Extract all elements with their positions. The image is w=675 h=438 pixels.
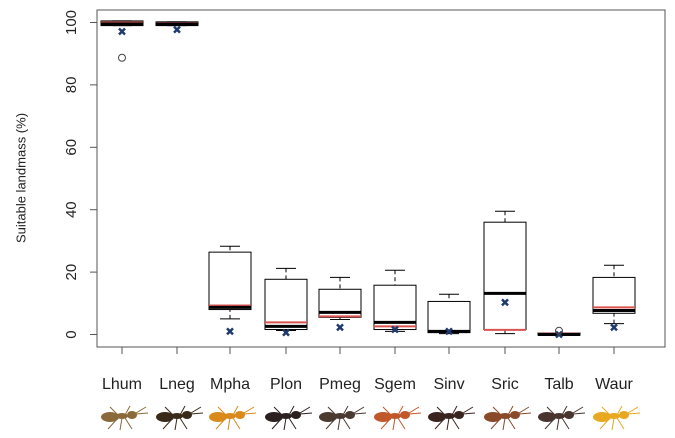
ant-legs xyxy=(271,405,313,431)
ant-body xyxy=(209,412,227,422)
y-tick-label: 100 xyxy=(63,10,80,35)
cross-marker xyxy=(282,328,290,337)
ant-body xyxy=(345,411,355,419)
ant-body xyxy=(593,412,611,422)
cross-marker xyxy=(391,325,399,334)
cross-marker xyxy=(336,323,344,332)
x-tick-label: Pmeg xyxy=(319,376,361,393)
x-tick-label: Talb xyxy=(544,376,573,393)
x-tick-label: Mpha xyxy=(210,376,250,393)
ant-image xyxy=(428,405,476,431)
plot-frame xyxy=(96,9,666,348)
cross-marker xyxy=(610,323,618,332)
x-tick-label: Lhum xyxy=(102,376,142,393)
cross-marker xyxy=(501,298,509,307)
x-tick-label: Plon xyxy=(270,376,302,393)
ant-image xyxy=(484,405,532,431)
ant-image xyxy=(319,405,367,431)
ant-body xyxy=(156,412,174,422)
ant-image xyxy=(538,405,586,431)
ant-body xyxy=(564,411,574,419)
y-tick-label: 60 xyxy=(63,139,80,156)
outlier xyxy=(118,53,126,62)
ant-body xyxy=(265,412,283,422)
ant-body xyxy=(484,412,502,422)
x-tick-label: Sric xyxy=(491,376,519,393)
ant-body xyxy=(454,411,464,419)
y-tick-label: 0 xyxy=(63,330,80,338)
x-tick-label: Sgem xyxy=(374,376,416,393)
ant-body xyxy=(235,411,245,419)
ant-image xyxy=(209,405,257,431)
ant-legs xyxy=(162,405,204,431)
box xyxy=(483,221,527,331)
ant-image xyxy=(593,405,641,431)
ant-body xyxy=(182,411,192,419)
ant-image xyxy=(101,405,149,431)
ant-image xyxy=(156,405,204,431)
ant-body xyxy=(428,412,446,422)
x-tick-label: Waur xyxy=(595,376,633,393)
ant-image xyxy=(374,405,422,431)
ant-body xyxy=(400,411,410,419)
ant-legs xyxy=(544,405,586,431)
x-tick-label: Lneg xyxy=(159,376,195,393)
ant-body xyxy=(319,412,337,422)
ant-legs xyxy=(599,405,641,431)
ant-body xyxy=(510,411,520,419)
cross-marker xyxy=(173,25,181,34)
ant-body xyxy=(291,411,301,419)
cross-marker xyxy=(445,327,453,336)
ant-legs xyxy=(215,405,257,431)
y-axis-label: Suitable landmass (%) xyxy=(13,113,28,243)
ant-image xyxy=(265,405,313,431)
ant-body xyxy=(127,411,137,419)
box xyxy=(264,278,308,331)
box xyxy=(208,251,252,311)
ant-body xyxy=(101,412,119,422)
ant-body xyxy=(619,411,629,419)
box xyxy=(427,300,471,334)
ant-legs xyxy=(490,405,532,431)
ant-body xyxy=(374,412,392,422)
ant-legs xyxy=(380,405,422,431)
ant-legs xyxy=(325,405,367,431)
y-tick-label: 40 xyxy=(63,201,80,218)
x-tick-label: Sinv xyxy=(433,376,464,393)
ant-legs xyxy=(107,405,149,431)
y-tick-label: 20 xyxy=(63,264,80,281)
cross-marker xyxy=(118,27,126,36)
outlier xyxy=(555,326,563,335)
ant-legs xyxy=(434,405,476,431)
ant-body xyxy=(538,412,556,422)
y-tick-label: 80 xyxy=(63,77,80,94)
cross-marker xyxy=(226,327,234,336)
